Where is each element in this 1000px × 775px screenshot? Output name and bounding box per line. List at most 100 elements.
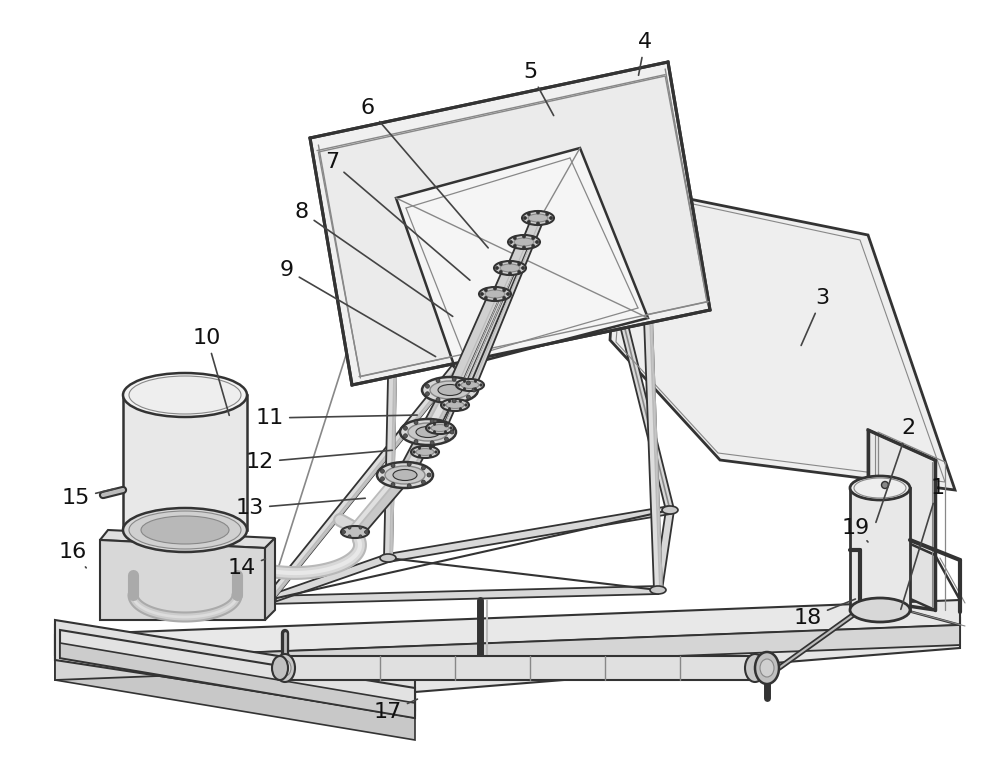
Ellipse shape xyxy=(422,377,478,403)
Ellipse shape xyxy=(377,462,433,488)
Circle shape xyxy=(403,426,407,430)
Circle shape xyxy=(444,423,448,427)
Ellipse shape xyxy=(341,526,369,538)
Ellipse shape xyxy=(272,656,288,680)
Circle shape xyxy=(503,288,506,291)
Circle shape xyxy=(499,270,502,274)
Circle shape xyxy=(474,388,477,390)
Circle shape xyxy=(380,469,384,474)
Circle shape xyxy=(507,292,510,295)
Circle shape xyxy=(359,535,362,538)
Circle shape xyxy=(348,526,351,529)
Ellipse shape xyxy=(461,381,479,388)
Polygon shape xyxy=(464,215,544,388)
Ellipse shape xyxy=(854,478,906,498)
Text: 13: 13 xyxy=(236,498,365,518)
Ellipse shape xyxy=(456,379,484,391)
Circle shape xyxy=(503,296,506,299)
Circle shape xyxy=(413,451,415,453)
Ellipse shape xyxy=(441,399,469,411)
Polygon shape xyxy=(60,618,960,692)
Ellipse shape xyxy=(494,261,526,275)
Circle shape xyxy=(425,384,429,388)
Ellipse shape xyxy=(528,214,548,222)
Ellipse shape xyxy=(123,373,247,417)
Circle shape xyxy=(546,212,549,215)
Polygon shape xyxy=(310,62,710,385)
Text: 12: 12 xyxy=(246,450,392,472)
Circle shape xyxy=(484,288,487,291)
Circle shape xyxy=(433,423,436,425)
Ellipse shape xyxy=(380,554,396,562)
Ellipse shape xyxy=(385,466,425,484)
Polygon shape xyxy=(55,600,960,660)
Polygon shape xyxy=(55,625,415,710)
Text: 10: 10 xyxy=(193,328,229,415)
Ellipse shape xyxy=(141,516,229,544)
Circle shape xyxy=(536,211,540,214)
Ellipse shape xyxy=(260,596,276,604)
Circle shape xyxy=(466,381,470,385)
Polygon shape xyxy=(401,388,454,477)
Text: 6: 6 xyxy=(361,98,488,248)
Ellipse shape xyxy=(430,381,470,399)
Circle shape xyxy=(444,437,448,441)
Text: 17: 17 xyxy=(374,699,417,722)
Circle shape xyxy=(414,421,418,425)
Circle shape xyxy=(342,531,346,533)
Polygon shape xyxy=(435,266,515,430)
Ellipse shape xyxy=(485,290,505,298)
Polygon shape xyxy=(650,318,662,590)
Ellipse shape xyxy=(662,506,678,514)
Circle shape xyxy=(414,439,418,443)
Ellipse shape xyxy=(129,376,241,414)
Circle shape xyxy=(882,481,889,488)
Ellipse shape xyxy=(426,422,454,434)
Circle shape xyxy=(510,240,512,243)
Circle shape xyxy=(522,267,524,270)
Polygon shape xyxy=(449,239,530,408)
Circle shape xyxy=(474,380,477,382)
Polygon shape xyxy=(265,538,275,620)
Circle shape xyxy=(403,434,407,438)
Polygon shape xyxy=(60,635,415,717)
Circle shape xyxy=(513,236,516,239)
Circle shape xyxy=(421,480,425,484)
Text: 19: 19 xyxy=(842,518,870,542)
Circle shape xyxy=(459,408,462,410)
Circle shape xyxy=(428,427,430,429)
Ellipse shape xyxy=(850,598,910,622)
Polygon shape xyxy=(576,147,674,511)
Circle shape xyxy=(444,423,447,425)
Polygon shape xyxy=(318,76,707,377)
Circle shape xyxy=(458,384,460,386)
Circle shape xyxy=(527,220,530,223)
Text: 16: 16 xyxy=(59,542,87,568)
Polygon shape xyxy=(868,430,935,555)
Polygon shape xyxy=(396,148,648,368)
Polygon shape xyxy=(270,367,459,601)
Ellipse shape xyxy=(850,476,910,500)
Ellipse shape xyxy=(393,470,417,480)
Polygon shape xyxy=(55,625,960,680)
Circle shape xyxy=(425,391,429,396)
Circle shape xyxy=(359,526,362,529)
Circle shape xyxy=(380,477,384,480)
Polygon shape xyxy=(348,476,397,534)
Circle shape xyxy=(448,400,451,402)
Text: 2: 2 xyxy=(876,418,915,522)
Circle shape xyxy=(418,447,421,449)
Circle shape xyxy=(499,263,502,266)
Circle shape xyxy=(465,404,467,406)
Text: 11: 11 xyxy=(256,408,417,428)
Text: 18: 18 xyxy=(794,599,855,628)
Circle shape xyxy=(448,408,451,410)
Ellipse shape xyxy=(431,425,449,432)
Polygon shape xyxy=(55,655,415,740)
Polygon shape xyxy=(390,198,400,558)
Polygon shape xyxy=(55,620,415,715)
Ellipse shape xyxy=(755,652,779,684)
Ellipse shape xyxy=(508,235,540,249)
Polygon shape xyxy=(420,291,500,454)
Circle shape xyxy=(452,399,456,403)
